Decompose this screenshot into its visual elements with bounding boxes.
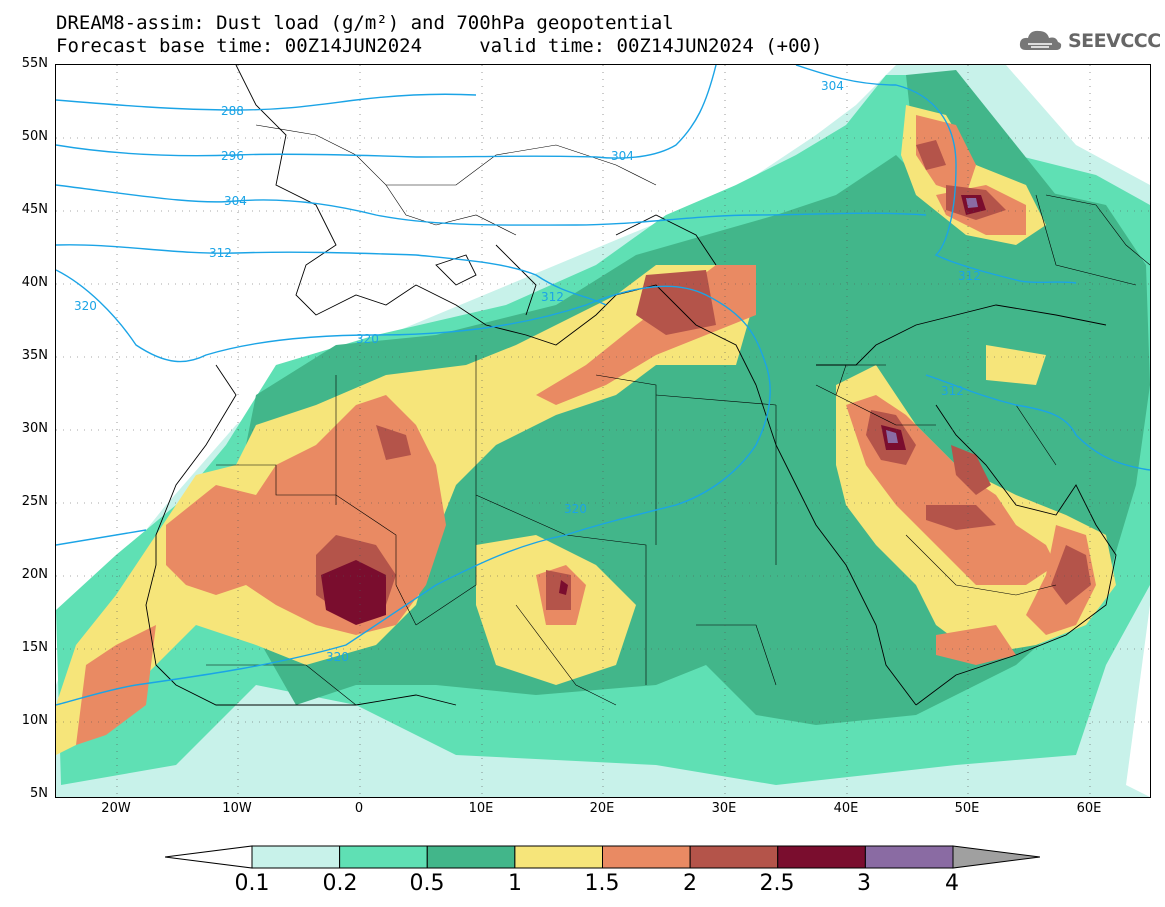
geopotential-contours [56,65,1150,706]
lat-label: 50N [21,129,48,144]
lon-label: 20E [589,801,615,816]
colorbar [165,845,1040,869]
colorbar-cell [689,845,779,869]
lat-label: 10N [21,713,48,728]
colorbar-label: 0.5 [409,871,445,896]
lat-label: 30N [21,421,48,436]
contour-labels: 288 296 304 304 304 312 312 312 312 320 … [74,79,981,664]
contour-label: 312 [958,269,981,283]
contour-label: 312 [541,290,564,304]
colorbar-cell [426,845,516,869]
contour-label: 320 [564,502,587,516]
contour-label: 304 [821,79,844,93]
lat-label: 45N [21,202,48,217]
contour-label: 320 [74,299,97,313]
colorbar-under-arrow [165,845,253,869]
colorbar-cell [864,845,954,869]
lon-label: 10W [222,801,252,816]
colorbar-cell [777,845,866,869]
lon-label: 30E [711,801,737,816]
lat-label: 35N [21,348,48,363]
colorbar-cell [339,845,428,869]
contour-label: 288 [221,104,244,118]
dust-load-map: 288 296 304 304 304 312 312 312 312 320 … [55,64,1151,798]
contour-label: 304 [224,194,247,208]
contour-label: 312 [941,384,964,398]
lat-label: 40N [21,275,48,290]
coastlines [145,65,1117,706]
lon-label: 10E [468,801,494,816]
colorbar-label: 2.5 [759,871,795,896]
colorbar-label: 0.1 [234,871,270,896]
seevccc-logo: SEEVCCC [1018,28,1161,54]
lon-label: 20W [101,801,131,816]
contour-label: 320 [356,332,379,346]
forecast-time-subtitle: Forecast base time: 00Z14JUN2024 valid t… [56,35,823,57]
lat-label: 5N [30,786,48,801]
map-canvas: 288 296 304 304 304 312 312 312 312 320 … [56,65,1150,797]
contour-label: 296 [221,149,244,163]
lat-label: 55N [21,56,48,71]
contour-label: 304 [611,149,634,163]
contour-label: 312 [209,246,232,260]
colorbar-over-arrow [952,845,1040,869]
lon-label: 60E [1076,801,1102,816]
colorbar-cell [251,845,341,869]
logo-text: SEEVCCC [1068,30,1161,52]
lon-label: 50E [954,801,980,816]
colorbar-cell [602,845,691,869]
dust-layer-3 [886,198,978,443]
graticule [56,65,1150,797]
colorbar-label: 1 [508,871,522,896]
lon-label: 40E [833,801,859,816]
country-borders [206,124,1150,706]
cloud-icon [1019,30,1062,50]
lat-label: 20N [21,567,48,582]
colorbar-cell [514,845,603,869]
map-title: DREAM8-assim: Dust load (g/m²) and 700hP… [56,12,674,34]
colorbar-label: 2 [683,871,697,896]
colorbar-label: 1.5 [584,871,620,896]
lat-label: 15N [21,640,48,655]
colorbar-label: 4 [945,871,959,896]
colorbar-label: 3 [857,871,871,896]
contour-label: 320 [326,650,349,664]
lat-label: 25N [21,494,48,509]
colorbar-label: 0.2 [322,871,358,896]
lon-label: 0 [354,801,364,816]
colorbar-cells [251,845,954,869]
